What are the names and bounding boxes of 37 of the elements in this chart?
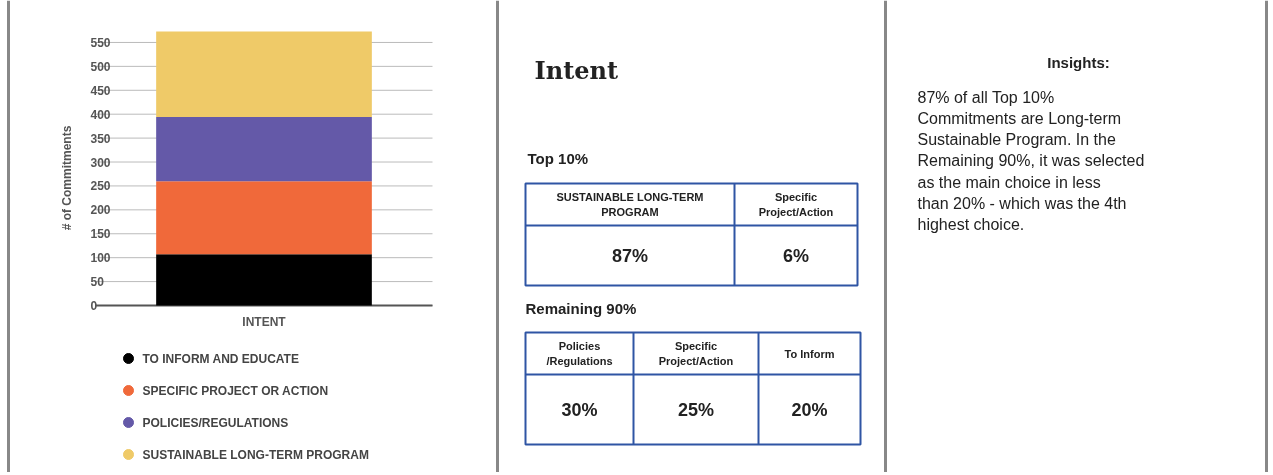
y-axis-title: # of Commitments (59, 125, 74, 231)
text: 6% (782, 245, 810, 266)
text: Specific Project/Action (658, 340, 734, 367)
text: 25% (677, 399, 715, 420)
bar (156, 254, 372, 306)
text: Policies /Regulations (546, 340, 613, 367)
y-tick-label: 550 (90, 35, 111, 50)
y-tick-label: 150 (90, 227, 111, 242)
text: Intent (534, 56, 619, 85)
bar (156, 31, 372, 118)
legend-label: SPECIFIC PROJECT OR ACTION (142, 383, 329, 398)
y-tick-label: 0 (90, 299, 98, 313)
bar (156, 117, 372, 182)
y-tick-label: 400 (90, 107, 111, 122)
text: To Inform (784, 347, 835, 360)
y-tick-label: 50 (90, 275, 105, 290)
legend-label: SUSTAINABLE LONG-TERM PROGRAM (142, 447, 369, 462)
bar (156, 181, 372, 255)
text: SUSTAINABLE LONG-TERM PROGRAM (556, 191, 704, 218)
y-tick-label: 450 (90, 83, 111, 98)
text: Remaining 90% (525, 300, 637, 317)
text: 87% of all Top 10% Commitments are Long-term Sustainable Program. In the Remaining 90%, it was selected as the main choice in less than 20% - which was the 4th highest choice. (917, 88, 1145, 233)
text: Insights: (1047, 54, 1110, 71)
text: Top 10% (527, 150, 589, 167)
legend-label: POLICIES/REGULATIONS (142, 415, 289, 430)
y-tick-label: 300 (90, 155, 111, 170)
y-tick-label: 100 (90, 251, 111, 266)
y-tick-label: 350 (90, 131, 111, 146)
text: 30% (561, 399, 598, 420)
x-tick-label: INTENT (242, 314, 287, 329)
text: 20% (791, 399, 828, 420)
y-tick-label: 200 (90, 203, 111, 218)
y-tick-label: 250 (90, 179, 111, 194)
text: Specific Project/Action (758, 191, 834, 218)
y-tick-label: 500 (90, 59, 111, 74)
text: 87% (611, 245, 649, 266)
legend-label: TO INFORM AND EDUCATE (142, 351, 299, 366)
